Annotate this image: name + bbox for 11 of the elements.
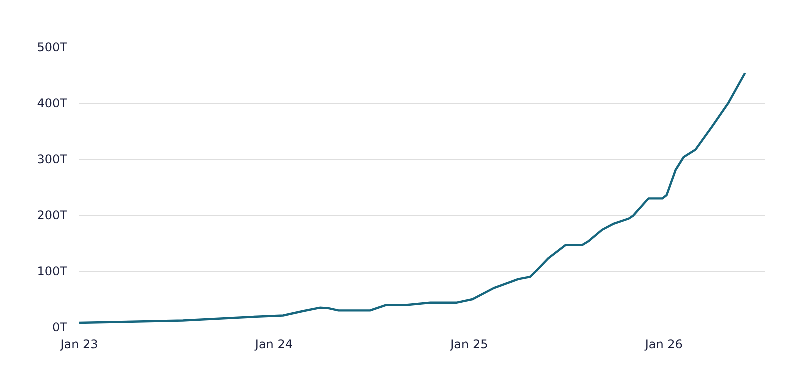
x-tick-label: Jan 24 bbox=[254, 338, 294, 352]
y-tick-label: 200T bbox=[37, 208, 68, 222]
x-tick-label: Jan 25 bbox=[450, 338, 488, 352]
y-tick-label: 0T bbox=[52, 320, 68, 334]
line-series bbox=[80, 72, 746, 324]
y-tick-label: 300T bbox=[37, 152, 68, 166]
y-tick-label: 500T bbox=[37, 40, 68, 54]
y-tick-label: 100T bbox=[37, 264, 68, 278]
x-tick-label: Jan 23 bbox=[60, 338, 98, 352]
x-tick-label: Jan 26 bbox=[644, 338, 683, 352]
y-tick-label: 400T bbox=[37, 96, 68, 110]
